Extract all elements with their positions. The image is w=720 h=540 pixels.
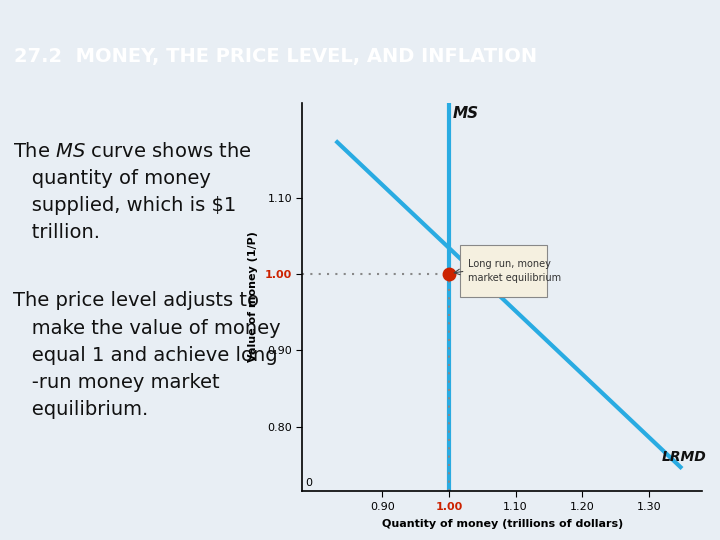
Text: LRMD: LRMD: [662, 450, 707, 464]
Text: 0: 0: [306, 477, 312, 488]
Text: The $\mathit{MS}$ curve shows the
   quantity of money
   supplied, which is $1
: The $\mathit{MS}$ curve shows the quanti…: [13, 141, 251, 242]
Text: MS: MS: [452, 106, 478, 121]
Y-axis label: Value of money (1/P): Value of money (1/P): [248, 232, 258, 362]
Text: 27.2  MONEY, THE PRICE LEVEL, AND INFLATION: 27.2 MONEY, THE PRICE LEVEL, AND INFLATI…: [14, 47, 538, 66]
FancyBboxPatch shape: [460, 245, 547, 297]
X-axis label: Quantity of money (trillions of dollars): Quantity of money (trillions of dollars): [382, 519, 623, 529]
Text: The price level adjusts to
   make the value of money
   equal 1 and achieve lon: The price level adjusts to make the valu…: [13, 292, 281, 420]
Text: Long run, money
market equilibrium: Long run, money market equilibrium: [467, 259, 561, 283]
